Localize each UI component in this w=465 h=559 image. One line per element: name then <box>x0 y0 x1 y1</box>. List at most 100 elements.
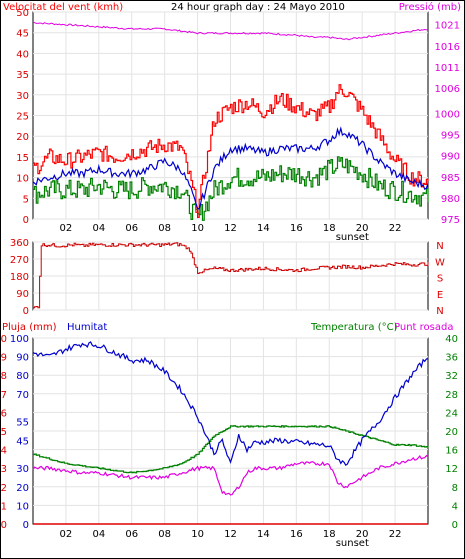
wind-speed-tick-label: 35 <box>16 70 29 81</box>
rain-tick-label: 9 <box>1 353 7 364</box>
humidity-axis-title: Humitat <box>67 322 107 333</box>
temperature-axis-title: Temperatura (°C) <box>310 322 398 333</box>
x-tick-label: 10 <box>191 223 204 234</box>
wind-axis-title: Velocitat del vent (kmh) <box>3 2 123 13</box>
sunset-label: sunset <box>336 232 369 243</box>
wind-speed-tick-label: 10 <box>16 174 29 185</box>
rain-tick-label: 0 <box>1 520 7 531</box>
rain-tick-label: 8 <box>1 371 7 382</box>
pressure-tick-label: 1006 <box>435 84 460 95</box>
humidity-tick-label: 80 <box>16 371 29 382</box>
temperature-tick-label: 32 <box>445 371 458 382</box>
temperature-tick-label: 16 <box>445 446 458 457</box>
wind-speed-tick-label: 45 <box>16 29 29 40</box>
x-tick-label: 04 <box>92 529 105 540</box>
direction-tick-label: 0 <box>23 306 29 317</box>
wind-speed-tick-label: 5 <box>23 194 29 205</box>
wind-speed-tick-label: 20 <box>16 132 29 143</box>
x-tick-label: 22 <box>389 529 402 540</box>
humidity-tick-label: 100 <box>10 334 29 345</box>
pressure-tick-label: 985 <box>441 173 460 184</box>
temperature-tick-label: 12 <box>445 464 458 475</box>
x-tick-label: 06 <box>125 529 138 540</box>
x-tick-label: 10 <box>191 529 204 540</box>
x-tick-label: 18 <box>323 223 336 234</box>
wind-speed-tick-label: 25 <box>16 112 29 123</box>
temperature-tick-label: 8 <box>452 483 458 494</box>
pressure-tick-label: 1016 <box>435 42 460 53</box>
wind-speed-tick-label: 15 <box>16 153 29 164</box>
direction-tick-label: 360 <box>10 238 29 249</box>
sunset-label: sunset <box>336 538 369 549</box>
rain-tick-label: 3 <box>1 464 7 475</box>
x-tick-label: 12 <box>224 529 237 540</box>
x-tick-label: 02 <box>60 529 73 540</box>
humidity-tick-label: 10 <box>16 501 29 512</box>
pressure-tick-label: 1021 <box>435 21 460 32</box>
compass-direction-label: N <box>436 306 443 317</box>
temperature-tick-label: 4 <box>452 501 458 512</box>
x-tick-label: 04 <box>92 223 105 234</box>
rain-tick-label: 6 <box>1 408 7 419</box>
compass-direction-label: N <box>436 241 443 252</box>
rain-axis-title: Pluja (mm) <box>2 322 57 333</box>
x-tick-label: 14 <box>257 223 270 234</box>
dewpoint-series-line <box>32 454 429 496</box>
pressure-tick-label: 975 <box>441 215 460 226</box>
x-tick-label: 16 <box>290 223 303 234</box>
temperature-tick-label: 0 <box>452 520 458 531</box>
rain-tick-label: 2 <box>1 483 7 494</box>
x-tick-label: 20 <box>356 529 369 540</box>
rain-tick-label: 10 <box>0 334 7 345</box>
pressure-tick-label: 990 <box>441 152 460 163</box>
temperature-tick-label: 24 <box>445 408 458 419</box>
humidity-tick-label: 90 <box>16 353 29 364</box>
page-title: 24 hour graph day : 24 Mayo 2010 <box>171 2 345 13</box>
x-tick-label: 08 <box>158 529 171 540</box>
humidity-tick-label: 30 <box>16 464 29 475</box>
wind-speed-tick-label: 30 <box>16 91 29 102</box>
pressure-axis-title: Pressió (mb) <box>399 1 461 13</box>
compass-direction-label: E <box>437 290 443 301</box>
pressure-series-line <box>33 22 429 41</box>
humidity-tick-label: 70 <box>16 390 29 401</box>
x-tick-label: 14 <box>257 529 270 540</box>
dewpoint-axis-title: Punt rosada <box>394 322 453 333</box>
x-tick-label: 18 <box>323 529 336 540</box>
humidity-tick-label: 45 <box>16 436 29 447</box>
humidity-tick-label: 20 <box>16 483 29 494</box>
direction-tick-label: 90 <box>16 289 29 300</box>
wind-speed-tick-label: 50 <box>16 8 29 19</box>
x-tick-label: 16 <box>290 529 303 540</box>
rain-tick-label: 1 <box>1 501 7 512</box>
direction-tick-label: 180 <box>10 272 29 283</box>
pressure-tick-label: 1011 <box>435 63 460 74</box>
wind-gust-series-line <box>33 84 429 218</box>
wind-direction-series-line <box>33 242 429 309</box>
pressure-tick-label: 995 <box>441 131 460 142</box>
x-tick-label: 20 <box>356 223 369 234</box>
compass-direction-label: S <box>437 274 443 285</box>
temperature-tick-label: 40 <box>445 334 458 345</box>
humidity-tick-label: 55 <box>16 418 29 429</box>
pressure-tick-label: 1000 <box>435 109 460 120</box>
x-tick-label: 12 <box>224 223 237 234</box>
temperature-tick-label: 36 <box>445 353 458 364</box>
x-tick-label: 02 <box>60 223 73 234</box>
humidity-tick-label: 0 <box>23 520 29 531</box>
humidity-series-line <box>32 341 429 467</box>
temperature-tick-label: 20 <box>445 427 458 438</box>
wind-min-series-line <box>33 156 429 221</box>
compass-direction-label: W <box>435 257 445 268</box>
rain-tick-label: 5 <box>1 427 7 438</box>
rain-tick-label: 4 <box>1 446 7 457</box>
wind-average-series-line <box>32 126 429 210</box>
wind-speed-tick-label: 0 <box>23 215 29 226</box>
x-tick-label: 08 <box>158 223 171 234</box>
wind-speed-tick-label: 40 <box>16 49 29 60</box>
pressure-tick-label: 980 <box>441 194 460 205</box>
temperature-tick-label: 28 <box>445 390 458 401</box>
x-tick-label: 06 <box>125 223 138 234</box>
